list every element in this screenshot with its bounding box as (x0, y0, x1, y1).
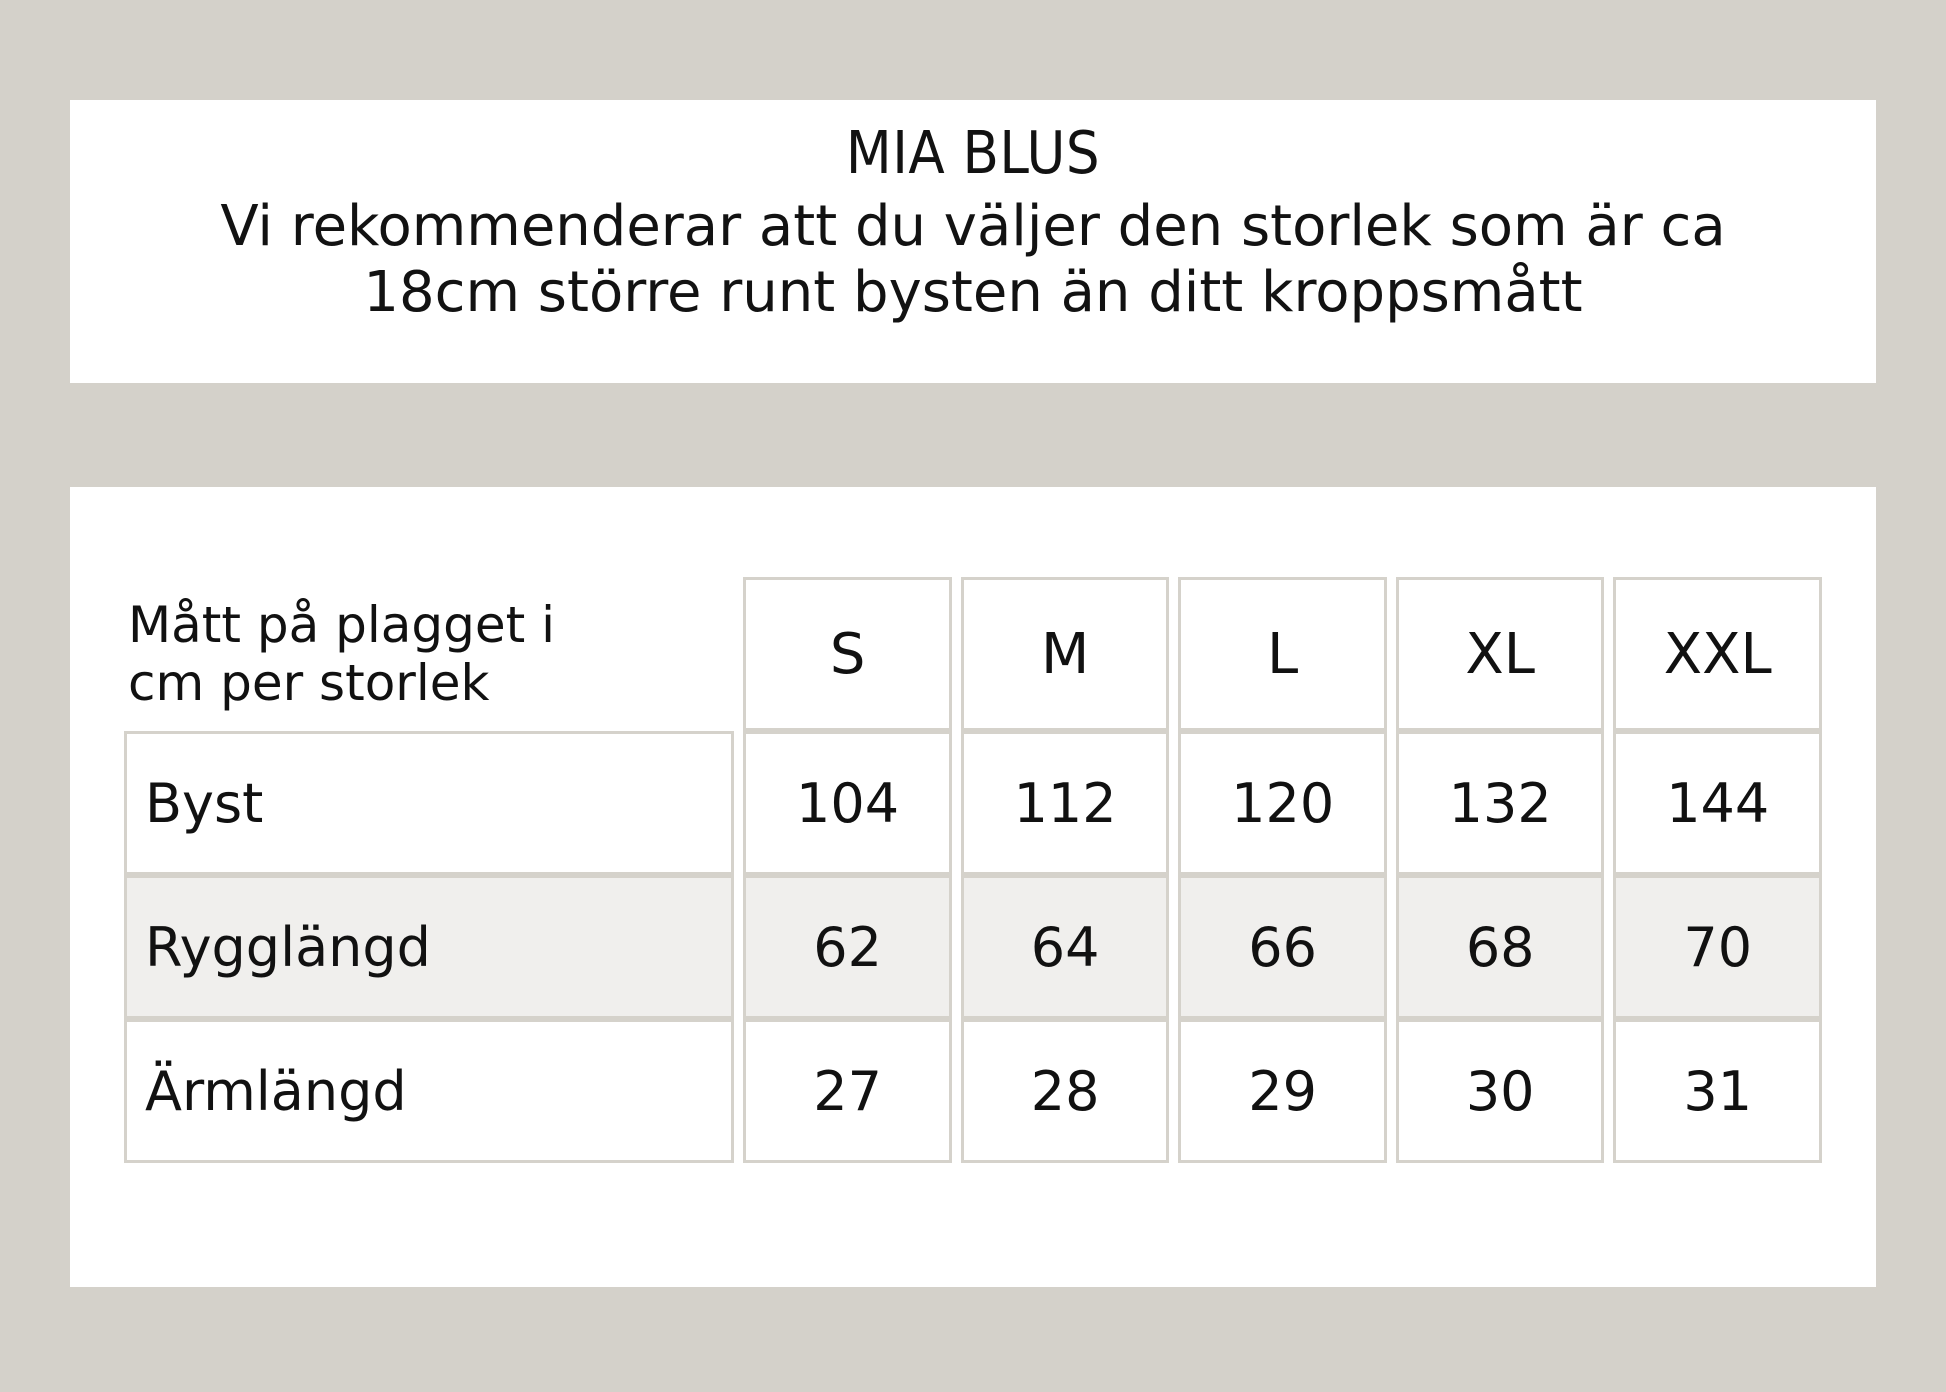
cell-byst-xl: 132 (1395, 731, 1605, 875)
size-header-m: M (960, 577, 1170, 731)
subtitle-line-1: Vi rekommenderar att du väljer den storl… (220, 193, 1726, 259)
cell-byst-l: 120 (1178, 731, 1387, 875)
cell-byst-xxl: 144 (1613, 731, 1822, 875)
measurement-header-line-2: cm per storlek (128, 654, 490, 712)
cell-armlangd-xxl: 31 (1613, 1019, 1822, 1163)
cell-rygglangd-xxl: 70 (1613, 875, 1822, 1019)
size-header-xl: XL (1395, 577, 1605, 731)
measurement-header-line-1: Mått på plagget i (128, 596, 556, 654)
page-title: MIA BLUS (845, 118, 1101, 187)
table-header-row: Mått på plagget i cm per storlek S M L X… (124, 577, 1822, 731)
size-header-xxl: XXL (1613, 577, 1822, 731)
header-card: MIA BLUS Vi rekommenderar att du väljer … (70, 100, 1876, 383)
cell-armlangd-xl: 30 (1395, 1019, 1605, 1163)
cell-rygglangd-xl: 68 (1395, 875, 1605, 1019)
cell-rygglangd-m: 64 (960, 875, 1170, 1019)
measurement-header: Mått på plagget i cm per storlek (124, 577, 734, 731)
size-header-s: S (743, 577, 952, 731)
cell-rygglangd-s: 62 (743, 875, 952, 1019)
cell-armlangd-s: 27 (743, 1019, 952, 1163)
cell-byst-s: 104 (743, 731, 952, 875)
table-row: Ärmlängd 27 28 29 30 31 (124, 1019, 1822, 1163)
page-subtitle: Vi rekommenderar att du väljer den storl… (113, 194, 1833, 326)
row-label-rygglangd: Rygglängd (124, 875, 735, 1019)
cell-armlangd-m: 28 (960, 1019, 1170, 1163)
cell-rygglangd-l: 66 (1178, 875, 1387, 1019)
subtitle-line-2: 18cm större runt bysten än ditt kroppsmå… (363, 260, 1583, 326)
cell-armlangd-l: 29 (1178, 1019, 1387, 1163)
table-row: Byst 104 112 120 132 144 (124, 731, 1822, 875)
size-header-l: L (1178, 577, 1387, 731)
cell-byst-m: 112 (960, 731, 1170, 875)
size-chart-table: Mått på plagget i cm per storlek S M L X… (115, 577, 1831, 1163)
row-label-byst: Byst (124, 731, 735, 875)
size-table-card: Mått på plagget i cm per storlek S M L X… (70, 487, 1876, 1287)
table-row: Rygglängd 62 64 66 68 70 (124, 875, 1822, 1019)
row-label-armlangd: Ärmlängd (124, 1019, 735, 1163)
